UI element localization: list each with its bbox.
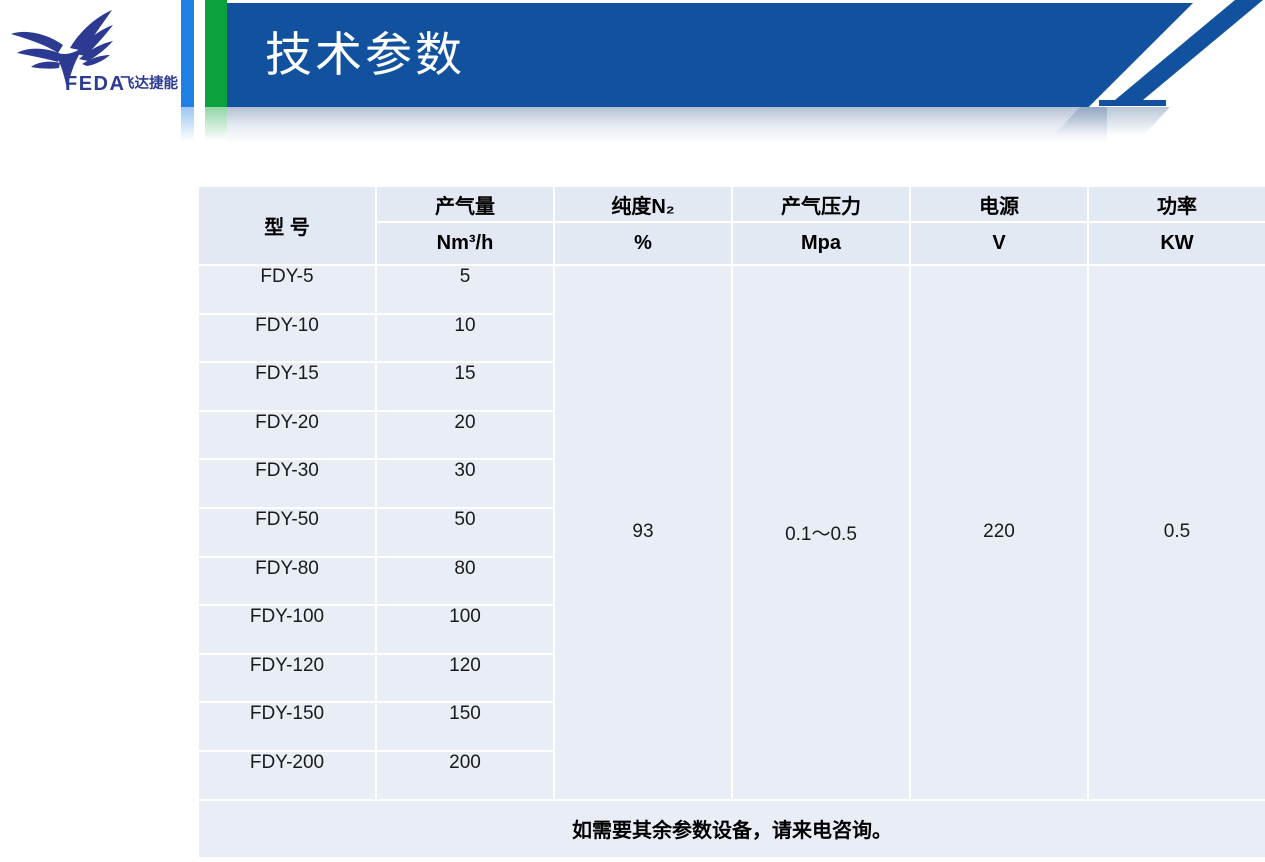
table-row: FDY-20 20 [197, 409, 1265, 461]
output-cell: 50 [375, 506, 555, 558]
model-cell: FDY-10 [197, 312, 377, 364]
feda-logo: FEDA 飞达捷能 [11, 10, 178, 95]
unit-output: Nm³/h [375, 221, 555, 266]
output-cell: 200 [375, 749, 555, 801]
model-cell: FDY-100 [197, 604, 377, 655]
output-cell: 150 [375, 701, 555, 752]
unit-purity: % [553, 221, 733, 266]
output-cell: 80 [375, 555, 555, 607]
col-header-voltage: 电源 [909, 185, 1089, 223]
table-row: FDY-5 5 93 0.1～0.5 220 0.5 [197, 264, 1265, 801]
unit-pressure: Mpa [731, 221, 911, 266]
title-banner: 技术参数 [227, 3, 1193, 107]
model-cell: FDY-80 [197, 555, 377, 607]
model-cell: FDY-150 [197, 701, 377, 752]
table-row: FDY-10 10 [197, 312, 1265, 364]
output-cell: 5 [375, 264, 555, 315]
contact-note: 如需要其余参数设备，请来电咨询。 [197, 798, 1265, 859]
power-value-cell: 0.5 [1087, 264, 1265, 801]
table-row: FDY-15 15 [197, 361, 1265, 412]
model-cell: FDY-30 [197, 458, 377, 509]
output-cell: 15 [375, 361, 555, 412]
unit-power: KW [1087, 221, 1265, 266]
table-row: FDY-120 120 [197, 652, 1265, 704]
model-cell: FDY-50 [197, 506, 377, 558]
model-cell: FDY-120 [197, 652, 377, 704]
unit-voltage: V [909, 221, 1089, 266]
header-row-1: 型 号 产气量 纯度N₂ 产气压力 电源 功率 [197, 185, 1265, 266]
pressure-value-cell: 0.1～0.5 [731, 264, 911, 801]
table-row: FDY-50 50 [197, 506, 1265, 558]
col-header-purity: 纯度N₂ [553, 185, 733, 223]
banner-reflection [227, 107, 1107, 149]
model-cell: FDY-15 [197, 361, 377, 412]
table-row: FDY-200 200 [197, 749, 1265, 801]
table-row: FDY-100 100 [197, 604, 1265, 655]
output-cell: 100 [375, 604, 555, 655]
output-cell: 120 [375, 652, 555, 704]
output-cell: 10 [375, 312, 555, 364]
accent-bar-green-reflection [205, 107, 227, 145]
accent-bar-blue-reflection [181, 107, 194, 145]
model-cell: FDY-200 [197, 749, 377, 801]
col-header-output: 产气量 [375, 185, 555, 223]
model-cell: FDY-20 [197, 409, 377, 461]
page-title: 技术参数 [265, 28, 465, 81]
table-row: FDY-80 80 [197, 555, 1265, 607]
logo-brand-zh-text: 飞达捷能 [120, 74, 178, 92]
table-row: FDY-150 150 [197, 701, 1265, 752]
header-row-2: Nm³/h % Mpa V KW [198, 221, 1265, 266]
output-cell: 30 [375, 458, 555, 509]
col-header-pressure: 产气压力 [731, 185, 911, 223]
col-header-model: 型 号 [197, 185, 377, 266]
accent-bar-blue [181, 0, 194, 107]
purity-value-cell: 93 [553, 264, 733, 801]
voltage-value-cell: 220 [909, 264, 1089, 801]
spec-table: 型 号 产气量 纯度N₂ 产气压力 电源 功率 Nm³/h % Mpa V KW… [197, 185, 1265, 859]
table-row: FDY-30 30 [197, 458, 1265, 509]
output-cell: 20 [375, 409, 555, 461]
corner-slash-decoration-icon [1099, 0, 1263, 106]
bird-wings-icon [11, 10, 113, 90]
note-row: 如需要其余参数设备，请来电咨询。 [197, 798, 1265, 859]
col-header-power: 功率 [1087, 185, 1265, 223]
accent-bar-green [205, 0, 227, 107]
logo-brand-text: FEDA [65, 73, 125, 95]
model-cell: FDY-5 [197, 264, 377, 315]
